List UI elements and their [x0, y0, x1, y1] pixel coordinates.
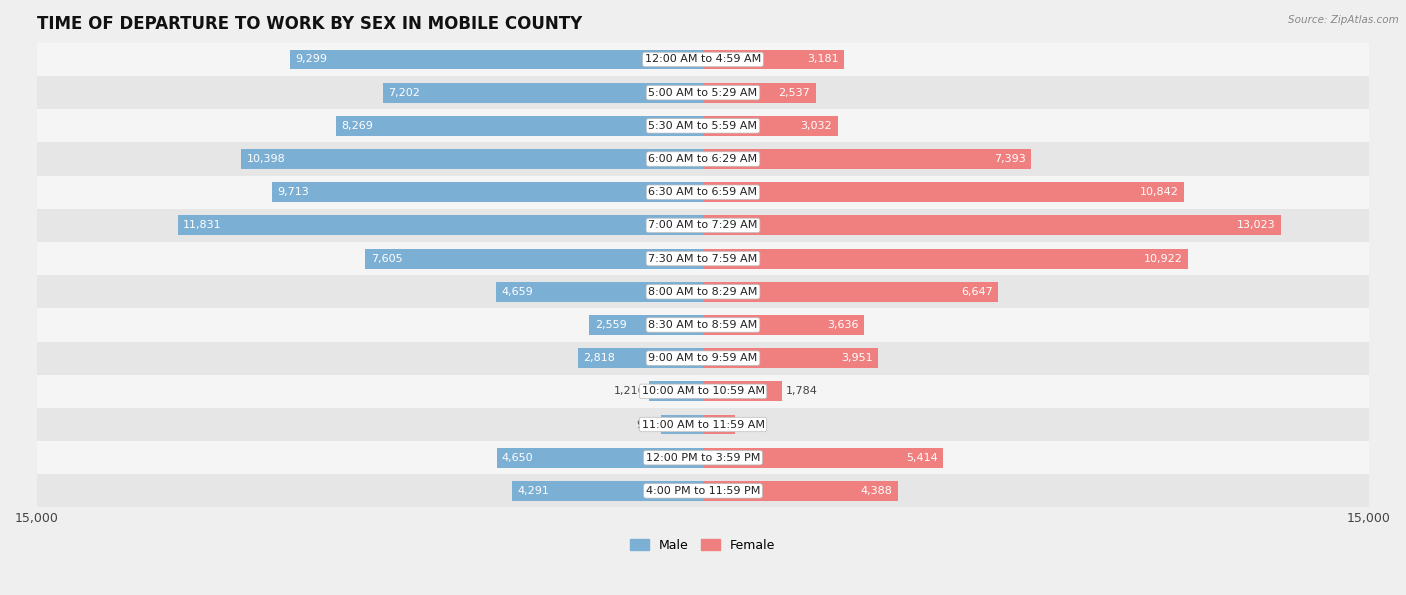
Bar [703, 83, 815, 102]
Text: 6:00 AM to 6:29 AM: 6:00 AM to 6:29 AM [648, 154, 758, 164]
Text: 2,818: 2,818 [583, 353, 614, 363]
Text: 3,181: 3,181 [807, 55, 839, 64]
Bar [37, 43, 1369, 76]
Text: 9,299: 9,299 [295, 55, 328, 64]
Text: 7,202: 7,202 [388, 87, 420, 98]
Text: 7,393: 7,393 [994, 154, 1026, 164]
Text: 4,291: 4,291 [517, 486, 550, 496]
Text: 5:00 AM to 5:29 AM: 5:00 AM to 5:29 AM [648, 87, 758, 98]
Text: 12:00 AM to 4:59 AM: 12:00 AM to 4:59 AM [645, 55, 761, 64]
Bar [37, 109, 1369, 142]
Text: 4,659: 4,659 [502, 287, 533, 297]
Bar [703, 381, 782, 401]
Text: 9:00 AM to 9:59 AM: 9:00 AM to 9:59 AM [648, 353, 758, 363]
Text: 8:00 AM to 8:29 AM: 8:00 AM to 8:29 AM [648, 287, 758, 297]
Bar [37, 209, 1369, 242]
Text: 8,269: 8,269 [342, 121, 373, 131]
Bar [578, 348, 703, 368]
Bar [242, 149, 703, 169]
Text: TIME OF DEPARTURE TO WORK BY SEX IN MOBILE COUNTY: TIME OF DEPARTURE TO WORK BY SEX IN MOBI… [37, 15, 582, 33]
Text: 4:00 PM to 11:59 PM: 4:00 PM to 11:59 PM [645, 486, 761, 496]
Text: 10,842: 10,842 [1140, 187, 1180, 197]
Text: 3,032: 3,032 [800, 121, 832, 131]
Bar [37, 441, 1369, 474]
Text: 12:00 PM to 3:59 PM: 12:00 PM to 3:59 PM [645, 453, 761, 463]
Bar [703, 448, 943, 468]
Text: 10,398: 10,398 [246, 154, 285, 164]
Text: 1,784: 1,784 [786, 386, 818, 396]
Bar [703, 182, 1184, 202]
Bar [703, 249, 1188, 268]
Text: 4,388: 4,388 [860, 486, 893, 496]
Text: 4,650: 4,650 [502, 453, 533, 463]
Bar [37, 275, 1369, 308]
Text: 3,951: 3,951 [841, 353, 873, 363]
Text: 10,922: 10,922 [1143, 253, 1182, 264]
Text: 9,713: 9,713 [277, 187, 309, 197]
Text: 2,537: 2,537 [779, 87, 810, 98]
Bar [37, 408, 1369, 441]
Text: 942: 942 [637, 419, 658, 430]
Bar [650, 381, 703, 401]
Bar [271, 182, 703, 202]
Bar [703, 481, 898, 501]
Text: 1,216: 1,216 [614, 386, 645, 396]
Bar [703, 282, 998, 302]
Bar [703, 116, 838, 136]
Text: 3,636: 3,636 [828, 320, 859, 330]
Text: 7:00 AM to 7:29 AM: 7:00 AM to 7:29 AM [648, 220, 758, 230]
Bar [37, 242, 1369, 275]
Bar [336, 116, 703, 136]
Bar [703, 415, 735, 434]
Bar [37, 176, 1369, 209]
Text: Source: ZipAtlas.com: Source: ZipAtlas.com [1288, 15, 1399, 25]
Text: 13,023: 13,023 [1237, 220, 1277, 230]
Text: 8:30 AM to 8:59 AM: 8:30 AM to 8:59 AM [648, 320, 758, 330]
Bar [703, 215, 1281, 236]
Bar [496, 448, 703, 468]
Text: 5:30 AM to 5:59 AM: 5:30 AM to 5:59 AM [648, 121, 758, 131]
Bar [496, 282, 703, 302]
Text: 5,414: 5,414 [907, 453, 938, 463]
Bar [703, 315, 865, 335]
Bar [703, 49, 844, 70]
Bar [37, 142, 1369, 176]
Bar [703, 348, 879, 368]
Bar [703, 149, 1031, 169]
Text: 11:00 AM to 11:59 AM: 11:00 AM to 11:59 AM [641, 419, 765, 430]
Text: 7:30 AM to 7:59 AM: 7:30 AM to 7:59 AM [648, 253, 758, 264]
Bar [37, 474, 1369, 508]
Bar [290, 49, 703, 70]
Text: 2,559: 2,559 [595, 320, 627, 330]
Bar [37, 342, 1369, 375]
Bar [177, 215, 703, 236]
Text: 7,605: 7,605 [371, 253, 402, 264]
Bar [37, 308, 1369, 342]
Bar [589, 315, 703, 335]
Text: 10:00 AM to 10:59 AM: 10:00 AM to 10:59 AM [641, 386, 765, 396]
Text: 6,647: 6,647 [962, 287, 993, 297]
Bar [37, 76, 1369, 109]
Legend: Male, Female: Male, Female [626, 534, 780, 557]
Bar [384, 83, 703, 102]
Bar [512, 481, 703, 501]
Text: 718: 718 [738, 419, 759, 430]
Text: 6:30 AM to 6:59 AM: 6:30 AM to 6:59 AM [648, 187, 758, 197]
Bar [661, 415, 703, 434]
Bar [366, 249, 703, 268]
Bar [37, 375, 1369, 408]
Text: 11,831: 11,831 [183, 220, 222, 230]
